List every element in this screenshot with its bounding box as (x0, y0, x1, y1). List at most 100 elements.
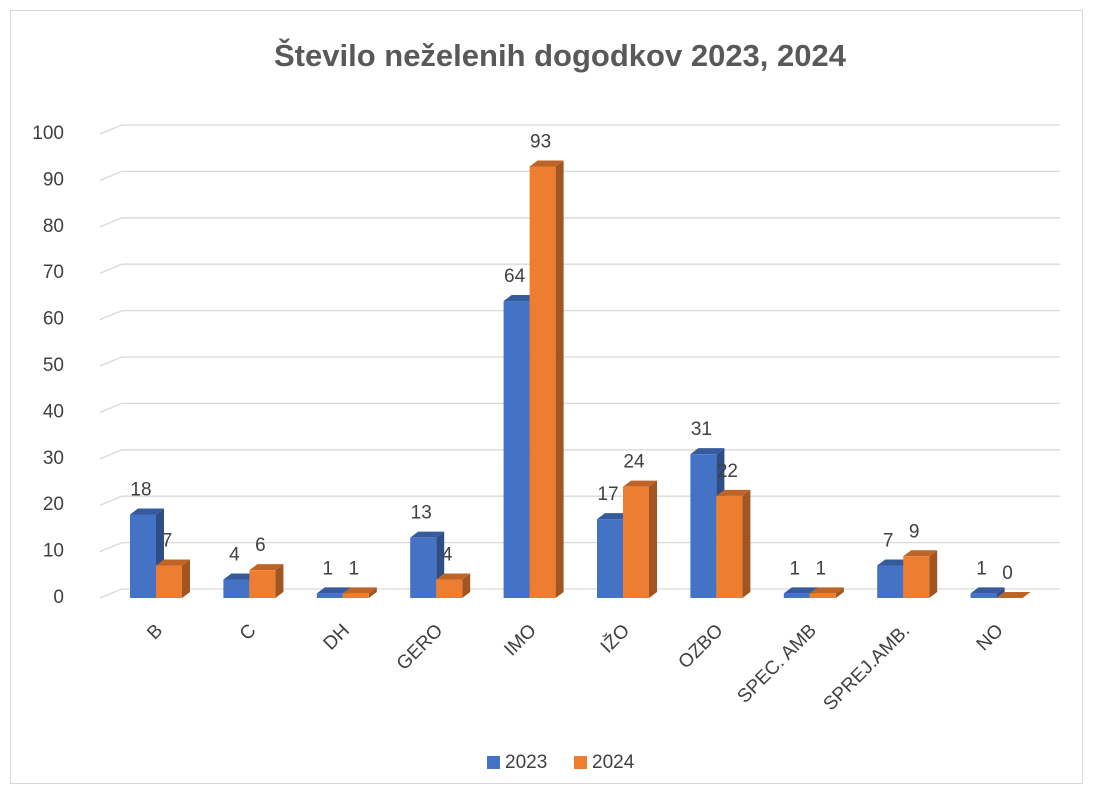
value-label: 1 (790, 558, 801, 579)
legend-label: 2024 (592, 752, 635, 773)
bar (903, 550, 938, 598)
value-label: 17 (597, 484, 618, 505)
value-label: 9 (909, 521, 920, 542)
value-label: 4 (442, 544, 453, 565)
grid-line (99, 309, 1060, 321)
bar-front (903, 556, 930, 598)
bar-front (809, 593, 836, 598)
bar-front (316, 593, 343, 598)
value-label: 1 (349, 558, 360, 579)
bar-front (223, 579, 250, 598)
grid-line (99, 263, 1060, 274)
y-tick-label: 30 (43, 448, 64, 469)
legend-swatch (574, 756, 587, 769)
bar-front (529, 166, 556, 599)
bar-top (436, 573, 471, 580)
value-label: 1 (323, 558, 334, 579)
legend-swatch (487, 756, 500, 769)
bar-side (742, 489, 751, 598)
y-tick-label: 100 (32, 123, 64, 144)
y-tick-label: 10 (43, 541, 64, 562)
value-label: 18 (130, 479, 151, 500)
bar-front (249, 570, 276, 598)
bar-side (462, 573, 471, 598)
value-label: 22 (717, 461, 738, 482)
y-tick-label: 70 (43, 262, 64, 283)
bar (436, 573, 471, 598)
bar-side (275, 564, 284, 598)
bar-side (649, 480, 657, 598)
bar-top (156, 559, 190, 566)
bar-top (130, 508, 164, 515)
value-label: 93 (530, 131, 551, 152)
bar-top (316, 587, 351, 594)
y-tick-label: 60 (43, 309, 64, 330)
bar-top (223, 573, 258, 580)
bar-top (783, 587, 818, 594)
bar (716, 489, 751, 598)
bar-side (835, 587, 844, 598)
bar (809, 587, 844, 598)
bar-top (716, 489, 751, 496)
bar-top (529, 160, 564, 167)
bar-front (436, 579, 463, 598)
grid-line (99, 449, 1060, 460)
bar (342, 587, 377, 598)
bar-top (903, 550, 938, 557)
value-label: 13 (411, 503, 432, 524)
value-label: 31 (691, 419, 712, 440)
y-tick-label: 80 (43, 216, 64, 237)
bar-front (156, 565, 182, 598)
bar-top (970, 587, 1005, 594)
bar (529, 160, 564, 599)
bar-front (970, 593, 997, 598)
bar-front (342, 593, 369, 598)
bar (970, 587, 1005, 598)
y-tick-label: 40 (43, 401, 64, 422)
bar-top (690, 448, 725, 455)
value-label: 1 (976, 558, 987, 579)
bar-front (597, 519, 623, 598)
bar (996, 592, 1031, 598)
grid-line (99, 170, 1060, 182)
chart-title: Število neželenih dogodkov 2023, 2024 (274, 37, 847, 73)
bar-side (929, 550, 938, 598)
bar (249, 564, 284, 598)
bar-top (503, 295, 538, 302)
bar-front (410, 537, 437, 598)
bar-side (996, 587, 1005, 598)
bar-front (503, 301, 530, 598)
bar-front (783, 593, 810, 598)
grid-line (99, 124, 1060, 135)
value-label: 24 (623, 452, 645, 473)
value-label: 6 (255, 535, 266, 556)
bar-front (130, 514, 156, 598)
value-label: 7 (883, 531, 894, 552)
bar-side (555, 160, 564, 599)
bar-front (690, 454, 717, 598)
bar-top (877, 559, 912, 566)
bar-top (996, 592, 1031, 598)
grid-line (99, 217, 1060, 228)
value-label: 4 (229, 544, 240, 565)
y-tick-label: 90 (43, 169, 64, 190)
y-tick-label: 20 (43, 494, 64, 515)
grid-line (99, 356, 1060, 367)
value-label: 0 (1002, 563, 1013, 584)
value-label: 64 (504, 266, 526, 287)
bar (156, 559, 190, 598)
bar-front (877, 565, 904, 598)
bar (623, 480, 657, 598)
bar-top (342, 587, 377, 594)
bar-top (249, 564, 284, 571)
value-label: 7 (162, 531, 173, 552)
bar-front (623, 486, 649, 598)
value-label: 1 (816, 558, 827, 579)
bar-side (368, 587, 377, 598)
bar-side (182, 559, 190, 598)
y-tick-label: 0 (53, 587, 64, 608)
y-tick-label: 50 (43, 355, 64, 376)
grid-line (99, 402, 1060, 414)
bar-top (410, 531, 445, 538)
